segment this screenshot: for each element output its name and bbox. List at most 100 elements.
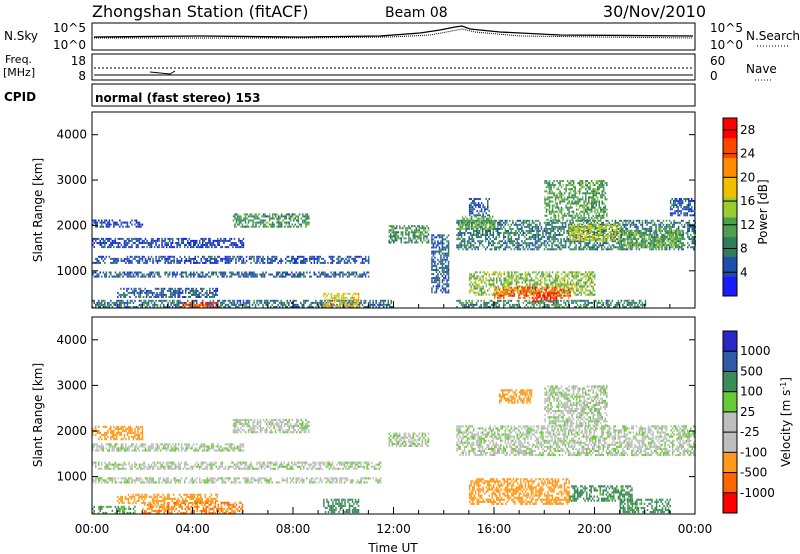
heatmap-cell xyxy=(551,230,553,232)
heatmap-cell xyxy=(568,293,570,296)
heatmap-cell xyxy=(123,301,126,304)
heatmap-cell xyxy=(220,259,222,262)
heatmap-cell xyxy=(123,259,126,262)
heatmap-cell xyxy=(447,262,450,265)
heatmap-cell xyxy=(158,299,160,302)
heatmap-cell xyxy=(331,259,334,262)
heatmap-cell xyxy=(99,225,101,228)
heatmap-cell xyxy=(650,225,653,228)
heatmap-cell xyxy=(592,289,594,292)
heatmap-cell xyxy=(185,237,187,240)
heatmap-cell xyxy=(218,271,221,274)
heatmap-cell xyxy=(235,246,237,249)
heatmap-cell xyxy=(488,244,490,247)
heatmap-cell xyxy=(187,259,189,262)
heatmap-cell xyxy=(177,259,180,262)
heatmap-cell xyxy=(528,219,531,222)
heatmap-cell xyxy=(131,237,133,240)
heatmap-cell xyxy=(364,299,367,302)
heatmap-cell xyxy=(492,303,494,306)
heatmap-cell xyxy=(322,261,325,264)
heatmap-cell xyxy=(473,215,476,218)
heatmap-cell xyxy=(462,303,464,306)
heatmap-cell xyxy=(309,303,311,306)
heatmap-cell xyxy=(324,303,327,305)
heatmap-cell xyxy=(200,291,202,294)
heatmap-cell xyxy=(297,225,299,228)
heatmap-cell xyxy=(524,299,526,302)
heatmap-cell xyxy=(367,271,370,274)
heatmap-cell xyxy=(539,221,541,224)
heatmap-cell xyxy=(351,273,353,276)
heatmap-cell xyxy=(586,285,588,288)
heatmap-cell xyxy=(205,306,207,308)
heatmap-cell xyxy=(534,288,537,291)
heatmap-cell xyxy=(462,219,464,222)
heatmap-cell xyxy=(292,275,294,278)
heatmap-cell xyxy=(522,221,525,224)
heatmap-cell xyxy=(437,277,439,280)
heatmap-cell xyxy=(200,275,202,278)
heatmap-cell xyxy=(123,303,126,306)
heatmap-cell xyxy=(223,257,225,260)
heatmap-cell xyxy=(247,306,249,308)
heatmap-cell xyxy=(268,219,271,222)
heatmap-cell xyxy=(211,306,213,308)
heatmap-cell xyxy=(214,239,216,242)
heatmap-cell xyxy=(588,279,590,282)
heatmap-cell xyxy=(533,238,535,241)
heatmap-cell xyxy=(631,248,633,251)
heatmap-cell xyxy=(101,223,103,226)
heatmap-cell xyxy=(224,259,227,262)
heatmap-cell xyxy=(571,283,573,286)
heatmap-cell xyxy=(456,244,458,247)
heatmap-cell xyxy=(503,285,505,288)
heatmap-cell xyxy=(579,244,582,247)
heatmap-cell xyxy=(480,240,482,243)
heatmap-cell xyxy=(272,306,275,308)
heatmap-cell xyxy=(146,306,148,308)
heatmap-cell xyxy=(408,241,410,244)
heatmap-cell xyxy=(432,242,435,245)
heatmap-cell xyxy=(229,259,231,262)
heatmap-cell xyxy=(194,239,196,242)
heatmap-cell xyxy=(431,240,433,243)
heatmap-cell xyxy=(506,244,508,247)
heatmap-cell xyxy=(548,232,550,234)
heatmap-cell xyxy=(208,306,210,308)
heatmap-cell xyxy=(418,227,421,230)
heatmap-cell xyxy=(280,275,282,278)
heatmap-cell xyxy=(545,290,547,293)
heatmap-cell xyxy=(185,301,187,304)
heatmap-cell xyxy=(358,301,361,304)
heatmap-cell xyxy=(507,223,510,226)
heatmap-cell xyxy=(601,223,603,226)
heatmap-cell xyxy=(552,298,555,301)
heatmap-cell xyxy=(545,299,547,302)
heatmap-cell xyxy=(194,289,196,292)
heatmap-cell xyxy=(634,238,636,241)
heatmap-cell xyxy=(252,215,254,218)
heatmap-cell xyxy=(533,271,536,274)
heatmap-cell xyxy=(431,238,433,241)
heatmap-cell xyxy=(114,303,117,306)
heatmap-cell xyxy=(132,301,135,304)
heatmap-cell xyxy=(585,289,587,292)
heatmap-cell xyxy=(232,255,234,258)
heatmap-cell xyxy=(578,225,580,228)
heatmap-cell xyxy=(223,239,225,242)
heatmap-cell xyxy=(494,303,496,306)
heatmap-cell xyxy=(610,246,612,249)
heatmap-cell xyxy=(289,273,291,276)
heatmap-cell xyxy=(555,221,558,224)
heatmap-cell xyxy=(281,275,284,278)
heatmap-cell xyxy=(271,215,274,218)
heatmap-cell xyxy=(403,225,406,228)
heatmap-cell xyxy=(357,305,360,308)
heatmap-cell xyxy=(185,275,187,278)
heatmap-cell xyxy=(267,215,269,218)
heatmap-cell xyxy=(167,244,169,246)
heatmap-cell xyxy=(509,234,511,236)
heatmap-cell xyxy=(303,257,305,260)
heatmap-cell xyxy=(438,277,441,280)
